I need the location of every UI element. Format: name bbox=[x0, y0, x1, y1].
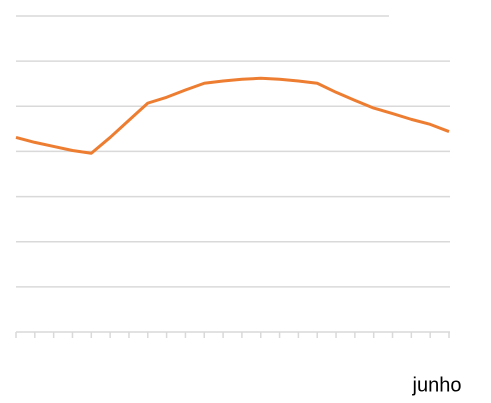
x-axis-label: junho bbox=[412, 374, 462, 396]
line-series bbox=[15, 76, 450, 155]
